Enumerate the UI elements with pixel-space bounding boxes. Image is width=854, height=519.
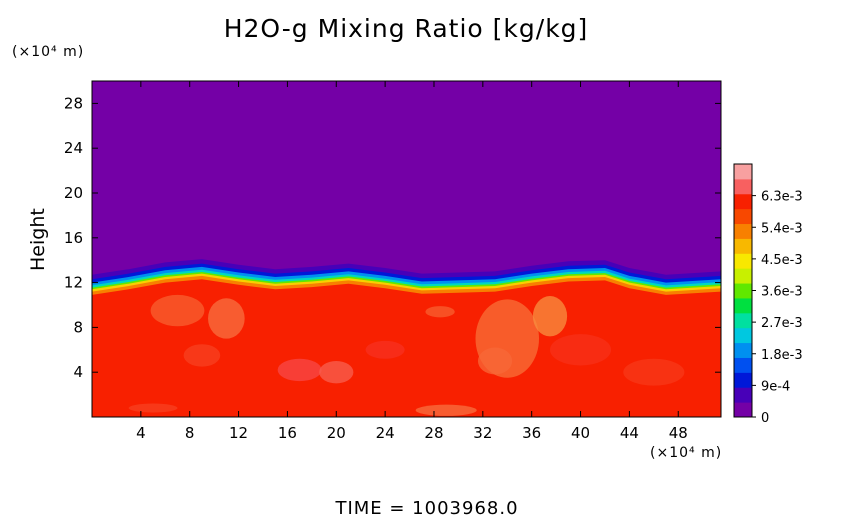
- y-tick-label: 24: [64, 139, 83, 157]
- eddy-patch: [128, 403, 178, 413]
- eddy-patch: [277, 358, 322, 382]
- x-tick-label: 24: [376, 424, 395, 442]
- x-tick-label: 32: [473, 424, 492, 442]
- x-axis-unit: (×10⁴ m): [650, 445, 723, 461]
- x-tick-label: 40: [571, 424, 590, 442]
- colorbar-swatch: [734, 164, 752, 180]
- y-axis-unit: (×10⁴ m): [12, 44, 85, 60]
- colorbar-label: 3.6e-3: [761, 285, 803, 300]
- eddy-patch: [415, 404, 477, 416]
- eddy-patch: [365, 340, 405, 359]
- eddy-patch: [477, 347, 513, 375]
- colorbar-swatch: [734, 387, 752, 403]
- eddy-patch: [150, 294, 205, 327]
- plot-frame: [91, 80, 722, 418]
- x-tick-label: 20: [327, 424, 346, 442]
- colorbar-swatch: [734, 327, 752, 344]
- plot-area: [91, 80, 722, 418]
- colorbar-swatch: [734, 342, 752, 358]
- colorbar-swatch: [734, 208, 752, 225]
- x-tick-label: 4: [136, 424, 146, 442]
- x-tick-label: 16: [278, 424, 297, 442]
- colorbar-swatch: [734, 372, 752, 388]
- x-axis-ticks: 4 8 12 16 20 24 28 32 36 40 44 48: [136, 81, 688, 442]
- chart-title: H2O-g Mixing Ratio [kg/kg]: [223, 14, 589, 43]
- colorbar-label: 2.7e-3: [761, 316, 803, 331]
- colorbar-label: 9e-4: [761, 379, 790, 394]
- y-axis-ticks: 4 8 12 16 20 24 28: [64, 94, 721, 381]
- x-tick-label: 44: [620, 424, 639, 442]
- y-tick-label: 16: [64, 229, 83, 247]
- colorbar-label: 6.3e-3: [761, 190, 803, 205]
- eddy-patch: [623, 358, 685, 386]
- time-readout: TIME = 1003968.0: [335, 498, 519, 519]
- y-tick-label: 28: [64, 94, 83, 112]
- colorbar-swatch: [734, 283, 752, 299]
- x-tick-label: 8: [185, 424, 195, 442]
- colorbar-swatch: [734, 238, 752, 254]
- y-tick-label: 8: [73, 318, 83, 336]
- colorbar-label: 4.5e-3: [761, 253, 803, 268]
- colorbar-label: 0: [761, 411, 769, 426]
- colorbar-swatch: [734, 297, 752, 314]
- colorbar-label: 5.4e-3: [761, 221, 803, 236]
- colorbar-swatch: [734, 223, 752, 239]
- eddy-patch: [532, 296, 568, 337]
- colorbar: 0 9e-4 1.8e-3 2.7e-3 3.6e-3 4.5e-3 5.4e-3 6.3e-…: [733, 163, 803, 426]
- eddy-patch: [319, 361, 354, 384]
- colorbar-swatch: [734, 357, 752, 373]
- x-tick-label: 12: [229, 424, 248, 442]
- colorbar-swatch: [734, 193, 752, 210]
- colorbar-label: 1.8e-3: [761, 348, 803, 363]
- colorbar-swatch: [734, 268, 752, 284]
- y-tick-label: 20: [64, 184, 83, 202]
- eddy-patch: [208, 298, 245, 339]
- colorbar-swatch: [734, 312, 752, 329]
- eddy-patch: [550, 334, 612, 366]
- eddy-patch: [183, 344, 221, 367]
- colorbar-swatch: [734, 178, 752, 195]
- y-tick-label: 4: [73, 363, 83, 381]
- eddy-patch: [425, 306, 455, 318]
- colorbar-swatch: [734, 402, 752, 418]
- x-tick-label: 48: [669, 424, 688, 442]
- y-tick-label: 12: [64, 274, 83, 292]
- x-tick-label: 36: [522, 424, 541, 442]
- colorbar-swatch: [734, 253, 752, 269]
- x-tick-label: 28: [424, 424, 443, 442]
